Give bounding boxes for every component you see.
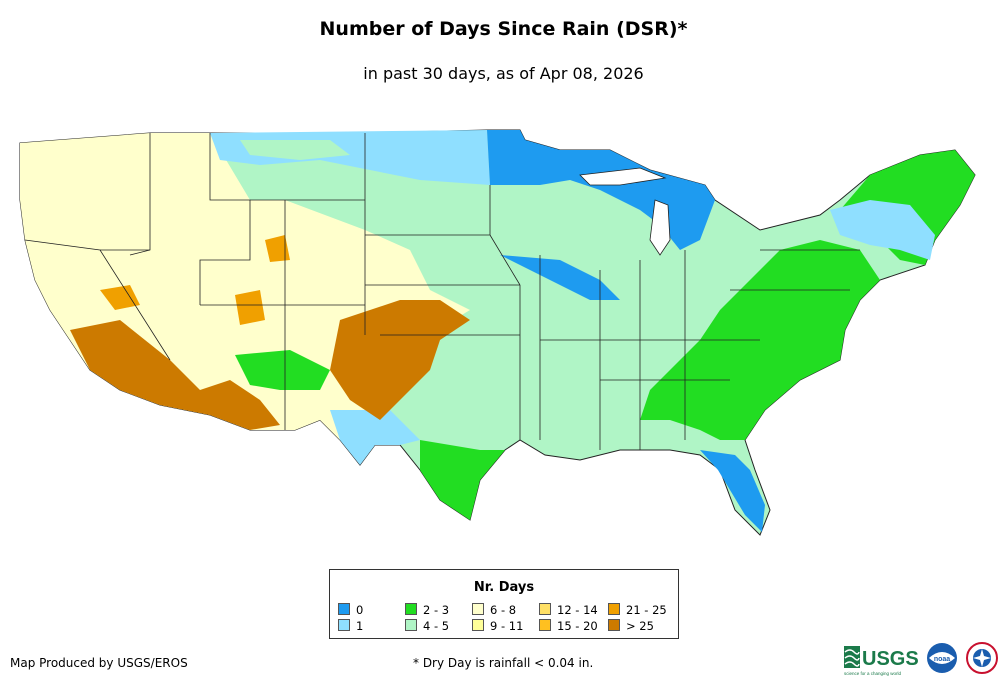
dry-day-note: * Dry Day is rainfall < 0.04 in. xyxy=(413,656,594,670)
lake-superior xyxy=(579,167,667,186)
state-borders xyxy=(24,133,860,450)
legend-swatch xyxy=(405,619,417,631)
region-25plus-southwest xyxy=(70,320,280,430)
region-15-20-scattered xyxy=(100,235,290,325)
legend-title: Nr. Days xyxy=(473,580,535,595)
legend-box: Nr. Days 0 1 2 - 3 4 - 5 6 - 8 9 - 11 12… xyxy=(329,569,679,639)
legend-swatch xyxy=(539,603,551,615)
region-0-plains-streak xyxy=(500,255,620,300)
svg-text:USGS: USGS xyxy=(862,648,919,670)
lake-michigan xyxy=(649,199,671,256)
svg-text:noaa: noaa xyxy=(934,656,950,663)
region-4-5-northplains xyxy=(240,140,350,160)
region-2-3-newmexico xyxy=(235,350,330,390)
legend-item-25-plus: > 25 xyxy=(608,619,654,633)
legend-swatch xyxy=(472,619,484,631)
legend-swatch xyxy=(608,603,620,615)
usgs-logo: USGS science for a changing world xyxy=(844,646,919,676)
noaa-logo: noaa xyxy=(927,643,957,673)
legend-item-0: 0 xyxy=(338,603,363,617)
legend-swatch xyxy=(405,603,417,615)
region-2-3-texas xyxy=(420,440,505,520)
region-1-texas xyxy=(330,410,420,465)
legend-item-1: 1 xyxy=(338,619,363,633)
nws-logo xyxy=(966,642,998,674)
legend-swatch xyxy=(608,619,620,631)
svg-text:science for a changing world: science for a changing world xyxy=(844,671,902,676)
region-0-florida xyxy=(700,450,765,532)
agency-logos: USGS science for a changing world noaa xyxy=(844,642,998,676)
map-title: Number of Days Since Rain (DSR)* xyxy=(319,18,688,40)
legend-swatch xyxy=(338,619,350,631)
legend-item-6-8: 6 - 8 xyxy=(472,603,516,617)
legend-item-12-14: 12 - 14 xyxy=(539,603,598,617)
map-subtitle: in past 30 days, as of Apr 08, 2026 xyxy=(363,64,644,83)
legend-item-2-3: 2 - 3 xyxy=(405,603,449,617)
legend-item-9-11: 9 - 11 xyxy=(472,619,523,633)
legend-swatch xyxy=(539,619,551,631)
legend-item-21-25: 21 - 25 xyxy=(608,603,667,617)
legend-item-15-20: 15 - 20 xyxy=(539,619,598,633)
us-dsr-map xyxy=(19,129,976,536)
legend-swatch xyxy=(338,603,350,615)
legend-swatch xyxy=(472,603,484,615)
legend-item-4-5: 4 - 5 xyxy=(405,619,449,633)
credit-text: Map Produced by USGS/EROS xyxy=(10,656,188,670)
region-1-newengland xyxy=(830,200,935,260)
